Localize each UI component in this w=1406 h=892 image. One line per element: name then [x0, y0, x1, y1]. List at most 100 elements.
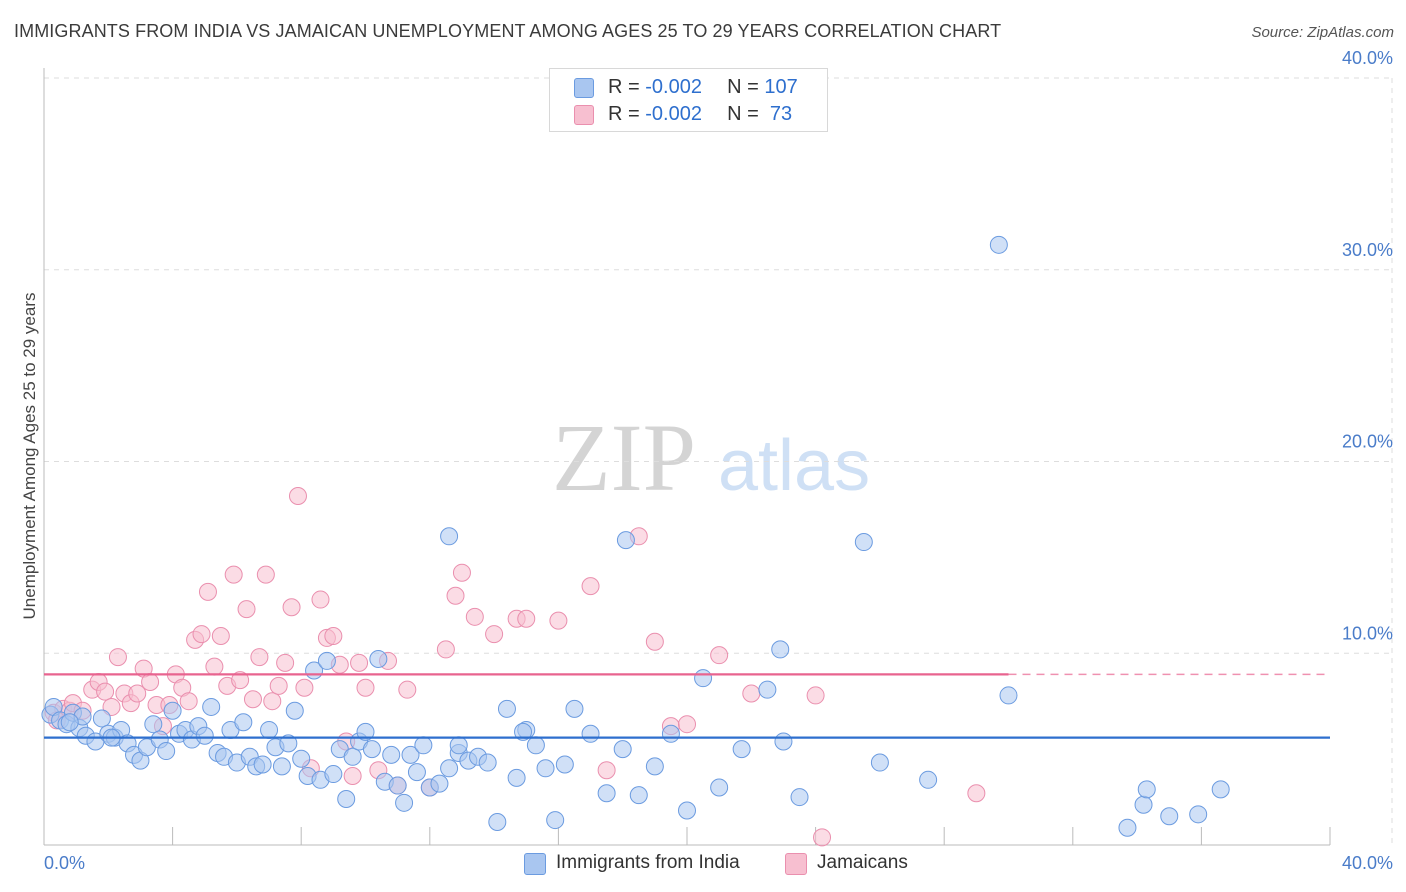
bottom-legend-label-india: Immigrants from India: [556, 852, 740, 873]
jamaicans-point: [485, 625, 504, 644]
india-point: [157, 742, 176, 761]
india-point: [536, 759, 555, 778]
jamaicans-point: [141, 673, 160, 692]
watermark-zip: ZIP: [552, 404, 696, 511]
jamaicans-point: [205, 657, 224, 676]
y-tick-label: 30.0%: [1342, 240, 1393, 260]
jamaicans-point: [967, 784, 986, 803]
jamaicans-point: [250, 648, 269, 667]
india-point: [414, 736, 433, 755]
india-point: [60, 713, 79, 732]
india-point: [526, 736, 545, 755]
india-point: [202, 697, 221, 716]
jamaicans-point: [742, 684, 761, 703]
jamaicans-point: [678, 715, 696, 734]
india-point: [758, 680, 777, 699]
india-point: [771, 640, 790, 659]
india-point: [555, 755, 574, 774]
india-point: [369, 650, 388, 669]
bottom-legend-swatch-jamaicans: [785, 853, 807, 875]
india-point: [774, 732, 793, 751]
india-point: [661, 724, 680, 743]
india-point: [1160, 807, 1179, 826]
india-point: [388, 776, 407, 795]
india-point: [234, 713, 253, 732]
jamaicans-point: [343, 766, 362, 785]
india-point: [253, 755, 272, 774]
india-point: [292, 749, 311, 768]
india-point: [546, 811, 565, 830]
jamaicans-point: [243, 690, 262, 709]
jamaicans-point: [237, 600, 256, 619]
jamaicans-point: [356, 678, 375, 697]
bottom-legend: Immigrants from India Jamaicans: [0, 852, 1406, 878]
india-point: [343, 747, 362, 766]
india-point: [92, 709, 111, 728]
india-point: [870, 753, 889, 772]
india-point: [449, 736, 468, 755]
y-axis-label: Unemployment Among Ages 25 to 29 years: [20, 293, 39, 620]
india-point: [272, 757, 291, 776]
india-point: [1134, 795, 1153, 814]
india-point: [497, 699, 516, 718]
india-point: [356, 722, 375, 741]
jamaicans-point: [517, 609, 536, 628]
jamaicans-point: [436, 640, 455, 659]
india-point: [1118, 818, 1137, 837]
legend-swatch-india: [574, 78, 594, 98]
india-point: [144, 715, 163, 734]
bottom-legend-swatch-india: [524, 853, 546, 875]
jamaicans-point: [597, 761, 616, 780]
legend-n-value: 73: [764, 103, 793, 125]
y-tick-label: 20.0%: [1342, 432, 1393, 452]
jamaicans-point: [645, 632, 664, 651]
india-point: [337, 789, 356, 808]
india-point: [195, 726, 214, 745]
india-point: [285, 701, 304, 720]
jamaicans-points: [44, 487, 986, 847]
india-point: [919, 770, 938, 789]
jamaicans-point: [96, 682, 115, 701]
india-point: [597, 784, 616, 803]
india-point: [694, 669, 713, 688]
legend-r-label: R =: [608, 103, 646, 125]
india-point: [613, 740, 632, 759]
jamaicans-point: [256, 565, 275, 584]
india-point: [565, 699, 584, 718]
x-tick-label: 40.0%: [1342, 853, 1393, 873]
jamaicans-point: [295, 678, 314, 697]
india-point: [710, 778, 729, 797]
jamaicans-point: [211, 626, 230, 645]
india-point: [488, 812, 507, 831]
legend-n-value: 107: [764, 76, 798, 98]
india-point: [1189, 805, 1208, 824]
legend-swatch-jamaicans: [574, 105, 594, 125]
jamaicans-point: [549, 611, 568, 630]
jamaicans-point: [806, 686, 825, 705]
jamaicans-point: [231, 671, 250, 690]
india-point: [507, 768, 526, 787]
legend-n-label: N =: [727, 76, 765, 98]
legend-n-label: N =: [727, 103, 765, 125]
jamaicans-point: [179, 692, 198, 711]
india-point: [382, 745, 401, 764]
jamaicans-point: [710, 646, 729, 665]
bottom-legend-label-jamaicans: Jamaicans: [817, 852, 908, 873]
india-point: [478, 753, 497, 772]
y-tick-label: 10.0%: [1342, 623, 1393, 643]
jamaicans-point: [350, 653, 369, 672]
india-point: [1211, 780, 1230, 799]
jamaicans-point: [324, 626, 343, 645]
jamaicans-point: [198, 582, 217, 601]
jamaicans-point: [108, 648, 127, 667]
india-point: [1137, 780, 1156, 799]
jamaicans-point: [288, 487, 307, 506]
jamaicans-point: [192, 625, 211, 644]
legend-r-label: R =: [608, 76, 646, 98]
india-point: [430, 774, 449, 793]
india-point: [440, 759, 459, 778]
india-point: [407, 763, 426, 782]
india-point: [581, 724, 600, 743]
jamaicans-point: [102, 697, 121, 716]
